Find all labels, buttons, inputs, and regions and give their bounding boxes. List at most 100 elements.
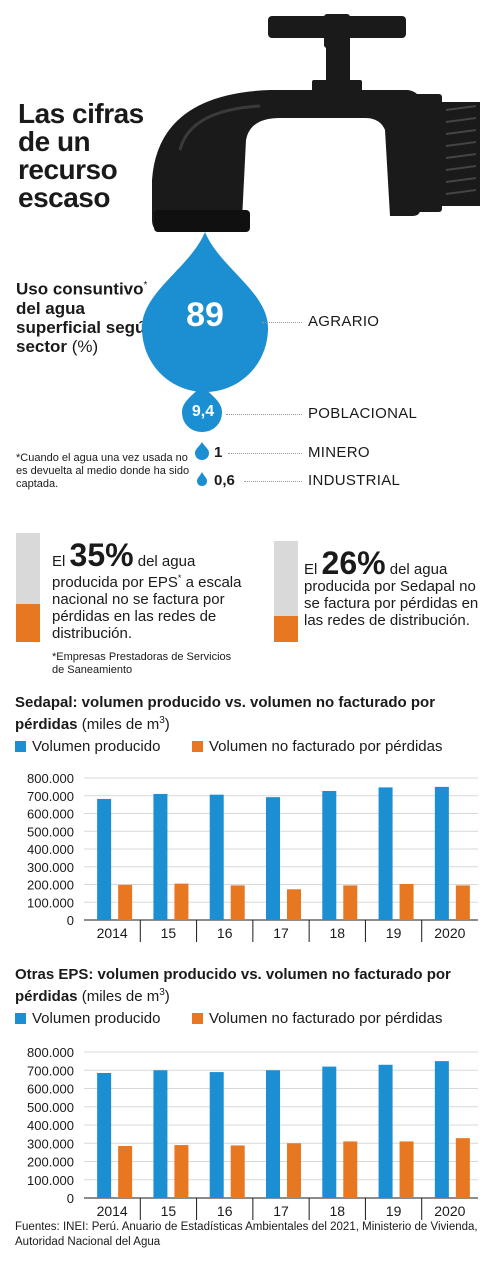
chart2-plot: 0 100.000 200.000 300.000 400.000 500.000 600.…	[27, 1045, 478, 1220]
y-tick-label: 0	[67, 1191, 74, 1206]
x-tick-label: 2014	[97, 925, 128, 941]
bar-volumen-producido	[97, 1072, 112, 1198]
x-tick-label: 17	[273, 925, 289, 941]
bar-volumen-producido	[209, 794, 224, 920]
chart1-title: Sedapal: volumen producido vs. volumen n…	[15, 694, 436, 733]
y-tick-label: 800.000	[27, 771, 74, 786]
y-tick-label: 300.000	[27, 1136, 74, 1151]
uso-footnote: *Cuando el agua una vez usada no es devu…	[16, 452, 190, 490]
leader-line	[228, 453, 302, 454]
pct-bar-eps-fill	[16, 603, 40, 642]
bar-volumen-no-facturado	[118, 884, 133, 920]
legend-swatch-orange	[192, 1013, 203, 1024]
bar-volumen-producido	[322, 790, 337, 920]
x-tick-label: 15	[161, 925, 177, 941]
drop-agrario	[142, 232, 268, 392]
sector-label-agrario: AGRARIO	[308, 313, 380, 330]
leader-line	[226, 414, 302, 415]
pct-bar-sedapal	[274, 541, 298, 642]
y-tick-label: 500.000	[27, 1100, 74, 1115]
chart2-legend-produced: Volumen producido	[15, 1010, 160, 1027]
leader-line	[244, 481, 302, 482]
bar-volumen-producido	[153, 1070, 168, 1198]
legend-swatch-blue	[15, 1013, 26, 1024]
bar-volumen-no-facturado	[118, 1145, 133, 1198]
bar-volumen-no-facturado	[230, 885, 245, 920]
bar-volumen-no-facturado	[174, 1145, 189, 1198]
pct-text-sedapal: El 26% del agua producida por Sedapal no…	[304, 545, 479, 629]
uso-consuntivo-label: Uso consuntivo* del agua superficial seg…	[16, 279, 156, 356]
minero-value: 1	[214, 444, 223, 461]
x-tick-label: 16	[217, 1203, 233, 1219]
leader-line	[262, 322, 302, 323]
bar-volumen-no-facturado	[399, 883, 414, 920]
bar-volumen-no-facturado	[455, 885, 470, 920]
chart1-legend-produced: Volumen producido	[15, 738, 160, 755]
sector-label-poblacional: POBLACIONAL	[308, 405, 418, 422]
chart2-legend-lost: Volumen no facturado por pérdidas	[192, 1010, 443, 1027]
y-tick-label: 200.000	[27, 1155, 74, 1170]
sources-note: Fuentes: INEI: Perú. Anuario de Estadíst…	[15, 1221, 478, 1248]
x-tick-label: 18	[329, 1203, 345, 1219]
bar-volumen-producido	[209, 1072, 224, 1198]
bar-volumen-producido	[153, 793, 168, 920]
y-tick-label: 400.000	[27, 1118, 74, 1133]
eps-footnote: *Empresas Prestadoras de Servicios de Sa…	[52, 651, 232, 676]
legend-swatch-orange	[192, 741, 203, 752]
x-tick-label: 16	[217, 925, 233, 941]
poblacional-value: 9,4	[191, 403, 215, 420]
bar-volumen-no-facturado	[230, 1145, 245, 1198]
page-title: Las cifras de un recurso escaso	[18, 98, 144, 213]
x-tick-label: 19	[386, 1203, 402, 1219]
pct-text-eps: El 35% del agua producida por EPS* a esc…	[52, 537, 242, 642]
pct-bar-sedapal-fill	[274, 615, 298, 642]
bar-volumen-producido	[266, 1070, 280, 1198]
bar-volumen-no-facturado	[287, 889, 301, 920]
bar-volumen-no-facturado	[399, 1141, 414, 1198]
chart1-legend-lost: Volumen no facturado por pérdidas	[192, 738, 443, 755]
bar-volumen-no-facturado	[343, 1141, 358, 1198]
y-tick-label: 700.000	[27, 1063, 74, 1078]
x-tick-label: 19	[386, 925, 402, 941]
bar-volumen-producido	[378, 787, 393, 920]
bar-volumen-producido	[266, 797, 280, 920]
drop-minero	[195, 442, 209, 460]
y-tick-label: 300.000	[27, 860, 74, 875]
y-tick-label: 700.000	[27, 789, 74, 804]
y-tick-label: 100.000	[27, 895, 74, 910]
y-tick-label: 500.000	[27, 824, 74, 839]
bar-volumen-no-facturado	[287, 1143, 301, 1198]
legend-swatch-blue	[15, 741, 26, 752]
y-tick-label: 200.000	[27, 878, 74, 893]
y-tick-label: 400.000	[27, 842, 74, 857]
chart1-plot: 0 100.000 200.000 300.000 400.000 500.000 600.…	[27, 771, 478, 942]
y-tick-label: 800.000	[27, 1045, 74, 1060]
x-tick-label: 17	[273, 1203, 289, 1219]
bar-volumen-producido	[434, 786, 449, 920]
drop-poblacional	[182, 384, 222, 432]
bar-volumen-no-facturado	[343, 885, 358, 920]
bar-volumen-no-facturado	[174, 883, 189, 920]
bar-volumen-producido	[322, 1066, 337, 1198]
faucet-illustration	[152, 14, 480, 232]
bar-volumen-producido	[378, 1064, 393, 1198]
x-tick-label: 2020	[434, 1203, 465, 1219]
y-tick-label: 0	[67, 913, 74, 928]
industrial-value: 0,6	[214, 472, 235, 489]
sector-label-industrial: INDUSTRIAL	[308, 472, 401, 489]
drop-industrial	[197, 472, 207, 486]
y-tick-label: 600.000	[27, 1082, 74, 1097]
y-tick-label: 600.000	[27, 807, 74, 822]
bar-volumen-no-facturado	[455, 1138, 470, 1198]
x-tick-label: 2020	[434, 925, 465, 941]
sector-label-minero: MINERO	[308, 444, 370, 461]
drops-graphic	[142, 232, 268, 486]
x-tick-label: 18	[329, 925, 345, 941]
x-tick-label: 15	[161, 1203, 177, 1219]
x-tick-label: 2014	[97, 1203, 128, 1219]
agrario-value: 89	[186, 296, 224, 334]
y-tick-label: 100.000	[27, 1173, 74, 1188]
bar-volumen-producido	[434, 1061, 449, 1198]
pct-bar-eps	[16, 533, 40, 642]
chart2-title: Otras EPS: volumen producido vs. volumen…	[15, 966, 451, 1005]
